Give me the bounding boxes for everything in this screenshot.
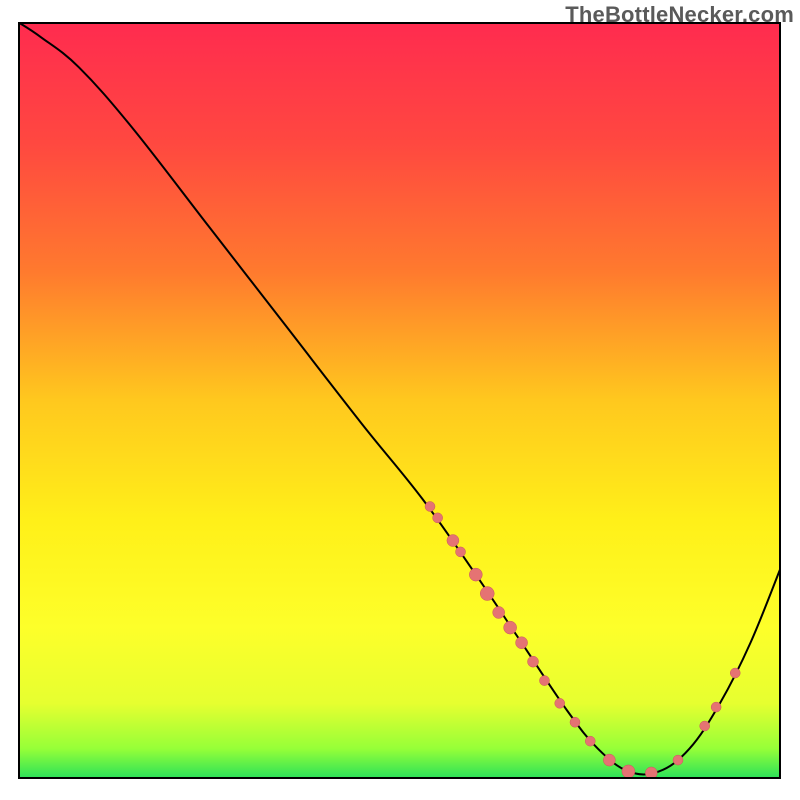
data-marker [447, 535, 459, 547]
data-marker [528, 656, 539, 667]
plot-area [18, 22, 781, 779]
data-marker [493, 606, 505, 618]
data-marker [603, 754, 615, 766]
data-marker [516, 637, 528, 649]
data-marker [673, 755, 683, 765]
chart-container: TheBottleNecker.com [0, 0, 800, 800]
chart-svg [18, 22, 781, 779]
data-marker [433, 513, 443, 523]
watermark-text: TheBottleNecker.com [565, 2, 794, 28]
data-marker [555, 698, 565, 708]
data-marker [570, 717, 580, 727]
data-marker [700, 721, 710, 731]
data-marker [504, 621, 517, 634]
data-marker [456, 547, 466, 557]
data-marker [425, 501, 435, 511]
data-marker [711, 702, 721, 712]
gradient-background [18, 22, 781, 779]
data-marker [480, 587, 494, 601]
data-marker [539, 676, 549, 686]
data-marker [469, 568, 482, 581]
data-marker [622, 765, 635, 778]
data-marker [730, 668, 740, 678]
data-marker [585, 736, 595, 746]
